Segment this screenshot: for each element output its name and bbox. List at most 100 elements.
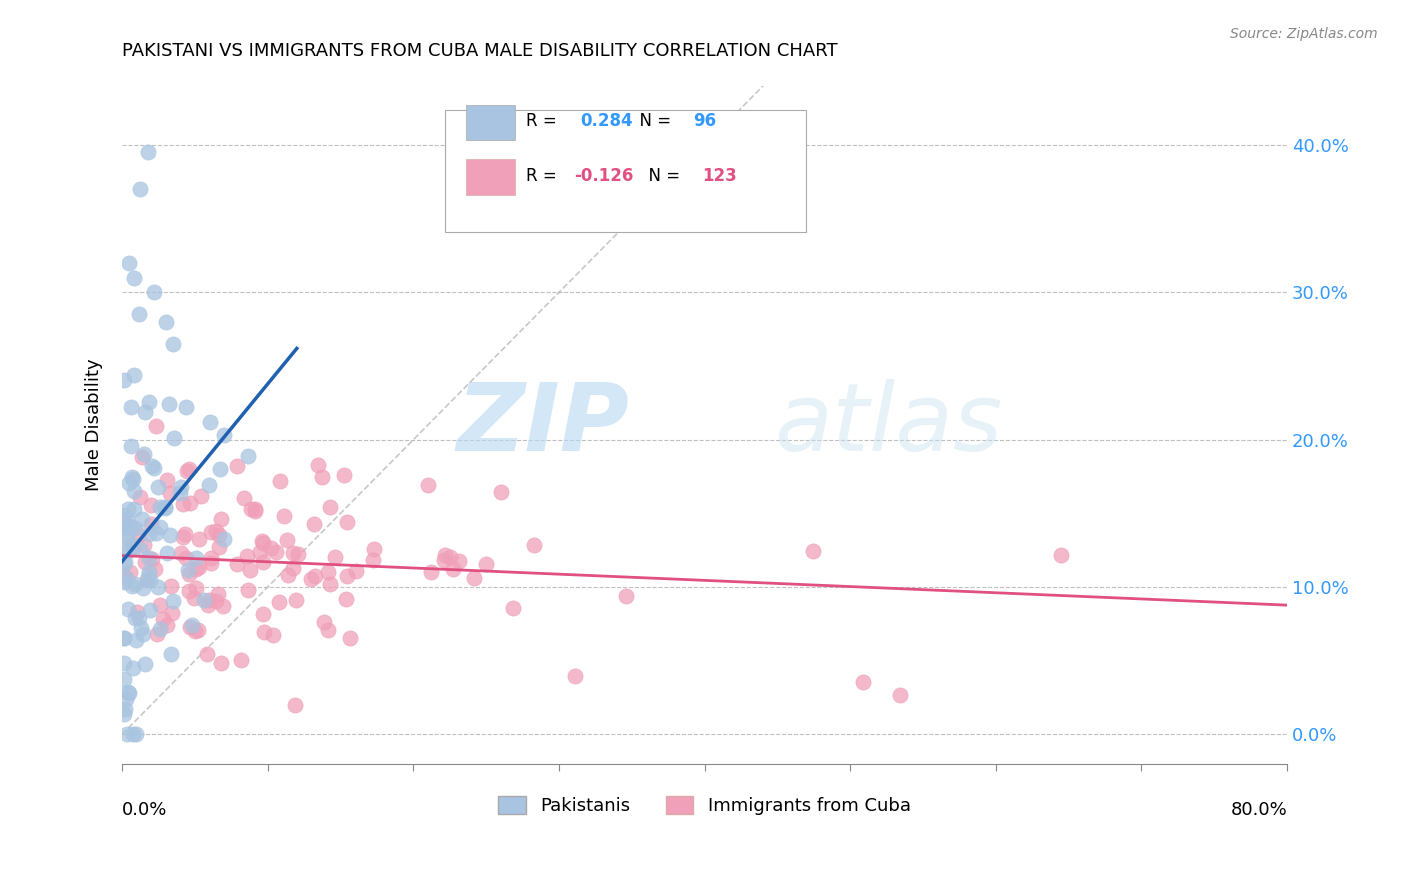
Point [155,315,177,329]
Point [174,551,197,566]
Point [149,622,172,636]
Point [112,373,135,387]
Point [132,447,155,461]
FancyBboxPatch shape [465,160,515,194]
Point [252,555,274,569]
Point [124,521,146,535]
Point [112,516,135,530]
Point [176,464,198,478]
Point [179,620,201,634]
Point [139,603,162,617]
Point [118,565,141,579]
Point [502,600,524,615]
Point [184,562,207,576]
Point [177,462,200,476]
Point [156,473,179,487]
Point [160,647,183,661]
Point [339,631,361,645]
Point [112,673,135,687]
Point [136,145,159,160]
Point [169,486,191,500]
Point [163,431,186,445]
Point [117,475,139,490]
Point [285,593,308,607]
Point [281,545,304,559]
Point [135,573,157,587]
Point [207,587,229,601]
Text: 0.0%: 0.0% [122,801,167,819]
Point [172,497,194,511]
Point [176,563,198,577]
Point [156,546,179,560]
Point [153,500,176,514]
Point [149,599,172,613]
Point [117,601,139,615]
Point [120,439,142,453]
Point [208,540,231,554]
Point [188,560,211,574]
Point [523,538,546,552]
Point [252,536,274,550]
Point [128,490,150,504]
Point [200,525,222,540]
Point [190,489,212,503]
Point [441,562,464,576]
Point [149,520,172,534]
Point [200,551,222,566]
Point [138,394,160,409]
Point [149,500,172,514]
Point [336,569,359,583]
Point [134,555,156,569]
Text: ZIP: ZIP [456,379,628,471]
Point [157,397,180,411]
Point [209,656,232,670]
Point [186,551,208,566]
Point [159,528,181,542]
Point [128,182,150,196]
Point [187,623,209,637]
Point [138,573,160,587]
Point [124,577,146,591]
Point [335,592,357,607]
Point [145,419,167,434]
Point [283,698,305,712]
Point [122,472,145,486]
Point [333,468,356,483]
Point [115,530,138,544]
Point [243,501,266,516]
Point [138,565,160,579]
Point [316,623,339,637]
Point [112,508,135,523]
Point [169,480,191,494]
Text: Source: ZipAtlas.com: Source: ZipAtlas.com [1230,27,1378,41]
Point [112,632,135,646]
Point [143,285,166,300]
Point [304,568,326,582]
Point [184,581,207,595]
FancyBboxPatch shape [444,110,806,232]
Point [128,528,150,542]
Point [131,512,153,526]
Point [128,307,150,321]
Point [259,541,281,555]
Point [179,496,201,510]
Point [253,625,276,640]
Point [439,549,461,564]
Point [179,567,201,582]
Point [152,611,174,625]
Point [225,557,247,571]
Point [325,550,347,565]
Point [112,631,135,645]
Text: 96: 96 [693,112,716,130]
Point [132,538,155,552]
Point [118,256,141,270]
Point [141,458,163,473]
Point [232,491,254,506]
Point [229,653,252,667]
Text: N =: N = [628,112,676,130]
Point [205,594,228,608]
Point [115,692,138,706]
Point [198,415,221,429]
Point [132,581,155,595]
Y-axis label: Male Disability: Male Disability [86,359,103,491]
